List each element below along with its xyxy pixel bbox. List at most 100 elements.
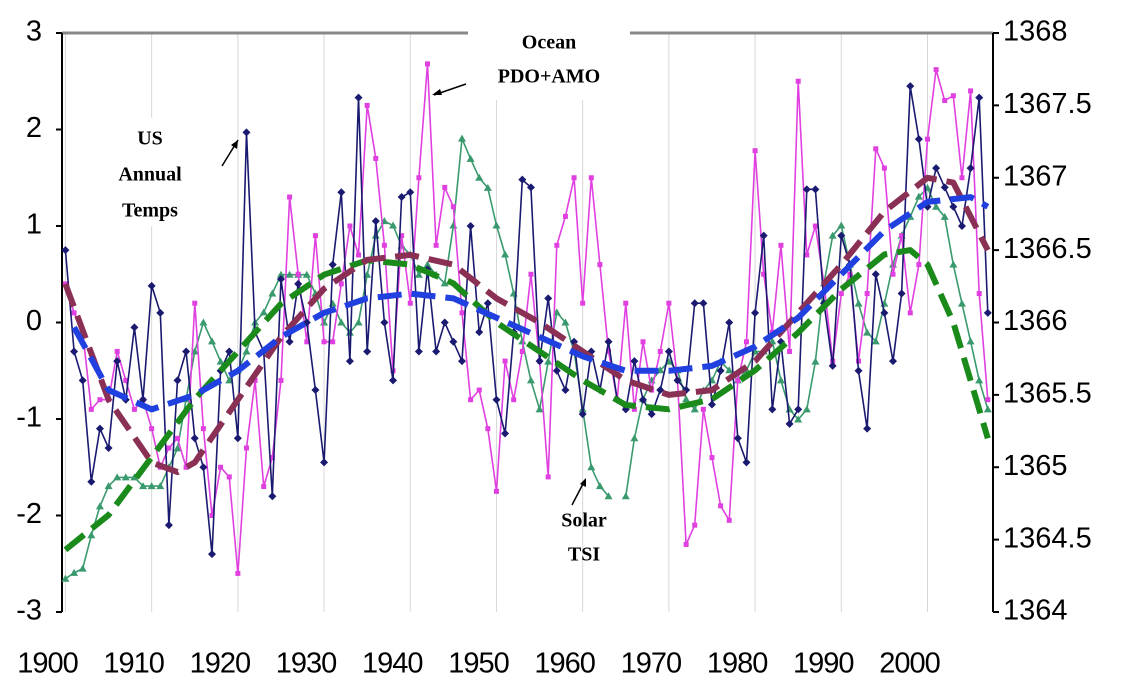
point xyxy=(561,386,570,395)
point xyxy=(794,405,803,414)
point xyxy=(328,260,337,269)
point xyxy=(588,175,594,181)
point xyxy=(518,175,527,184)
point xyxy=(871,337,880,345)
point xyxy=(192,300,198,306)
point xyxy=(71,310,77,316)
annotation-solar: Solar TSI xyxy=(561,478,607,566)
point xyxy=(752,148,758,154)
point xyxy=(104,482,113,490)
point xyxy=(123,377,129,383)
point xyxy=(182,347,191,356)
point xyxy=(354,318,363,326)
point xyxy=(518,337,527,345)
point xyxy=(856,358,862,364)
point xyxy=(95,424,104,433)
point xyxy=(621,492,630,500)
point xyxy=(690,405,699,413)
point xyxy=(269,455,275,461)
point xyxy=(811,357,820,365)
annotation-arrowhead xyxy=(580,478,586,487)
point xyxy=(425,61,431,67)
point xyxy=(863,328,872,336)
point xyxy=(933,67,939,73)
point xyxy=(795,78,801,84)
point xyxy=(683,541,689,547)
point xyxy=(597,262,603,268)
point xyxy=(864,291,870,297)
point xyxy=(294,279,303,288)
point xyxy=(87,531,96,539)
point xyxy=(975,93,984,102)
point xyxy=(692,522,698,528)
annotation-text: Annual xyxy=(118,164,182,186)
point xyxy=(968,88,974,94)
point xyxy=(673,376,682,385)
point xyxy=(890,271,896,277)
point xyxy=(173,376,182,385)
point xyxy=(381,242,387,248)
point xyxy=(957,222,966,230)
point xyxy=(156,482,165,490)
point xyxy=(914,192,923,200)
x-tick-label: 1950 xyxy=(448,648,509,680)
point xyxy=(278,377,284,383)
point xyxy=(940,183,949,192)
point xyxy=(114,348,120,354)
point xyxy=(785,419,794,428)
annotation-us: US Annual Temps xyxy=(102,118,239,226)
point xyxy=(173,444,182,452)
point xyxy=(623,300,629,306)
y-tick-label: 3 xyxy=(26,16,42,48)
point xyxy=(399,233,405,239)
point xyxy=(166,445,172,451)
point xyxy=(768,405,777,414)
point xyxy=(268,492,277,501)
point xyxy=(580,300,586,306)
point xyxy=(457,134,466,142)
x-tick-label: 1970 xyxy=(621,648,682,680)
point xyxy=(571,175,577,181)
point xyxy=(242,128,251,137)
point xyxy=(130,473,139,481)
x-tick-label: 1960 xyxy=(534,648,595,680)
point xyxy=(906,82,915,91)
point xyxy=(321,339,327,345)
point xyxy=(363,347,372,356)
point xyxy=(975,376,984,384)
point xyxy=(682,395,691,403)
point xyxy=(121,473,130,481)
point xyxy=(226,474,232,480)
point xyxy=(535,357,544,366)
point xyxy=(199,318,208,326)
trend-line xyxy=(62,174,991,476)
point xyxy=(630,357,639,366)
point xyxy=(347,223,353,229)
point xyxy=(889,357,898,366)
point xyxy=(940,212,949,220)
point xyxy=(476,387,482,393)
point xyxy=(433,242,439,248)
point xyxy=(949,202,958,211)
point xyxy=(873,146,879,152)
point xyxy=(657,348,663,354)
point xyxy=(838,291,844,297)
point xyxy=(252,377,258,383)
point xyxy=(899,233,905,239)
point xyxy=(364,102,370,108)
point xyxy=(200,426,206,432)
point xyxy=(285,270,294,278)
point xyxy=(985,397,991,403)
point xyxy=(285,337,294,346)
point xyxy=(459,310,465,316)
annotation-text: PDO+AMO xyxy=(498,66,601,88)
point xyxy=(295,271,301,277)
point xyxy=(261,484,267,490)
point xyxy=(147,482,156,490)
point xyxy=(785,405,794,413)
point xyxy=(356,252,362,258)
point xyxy=(218,464,224,470)
point xyxy=(554,242,560,248)
point xyxy=(113,357,122,366)
point xyxy=(863,424,872,433)
